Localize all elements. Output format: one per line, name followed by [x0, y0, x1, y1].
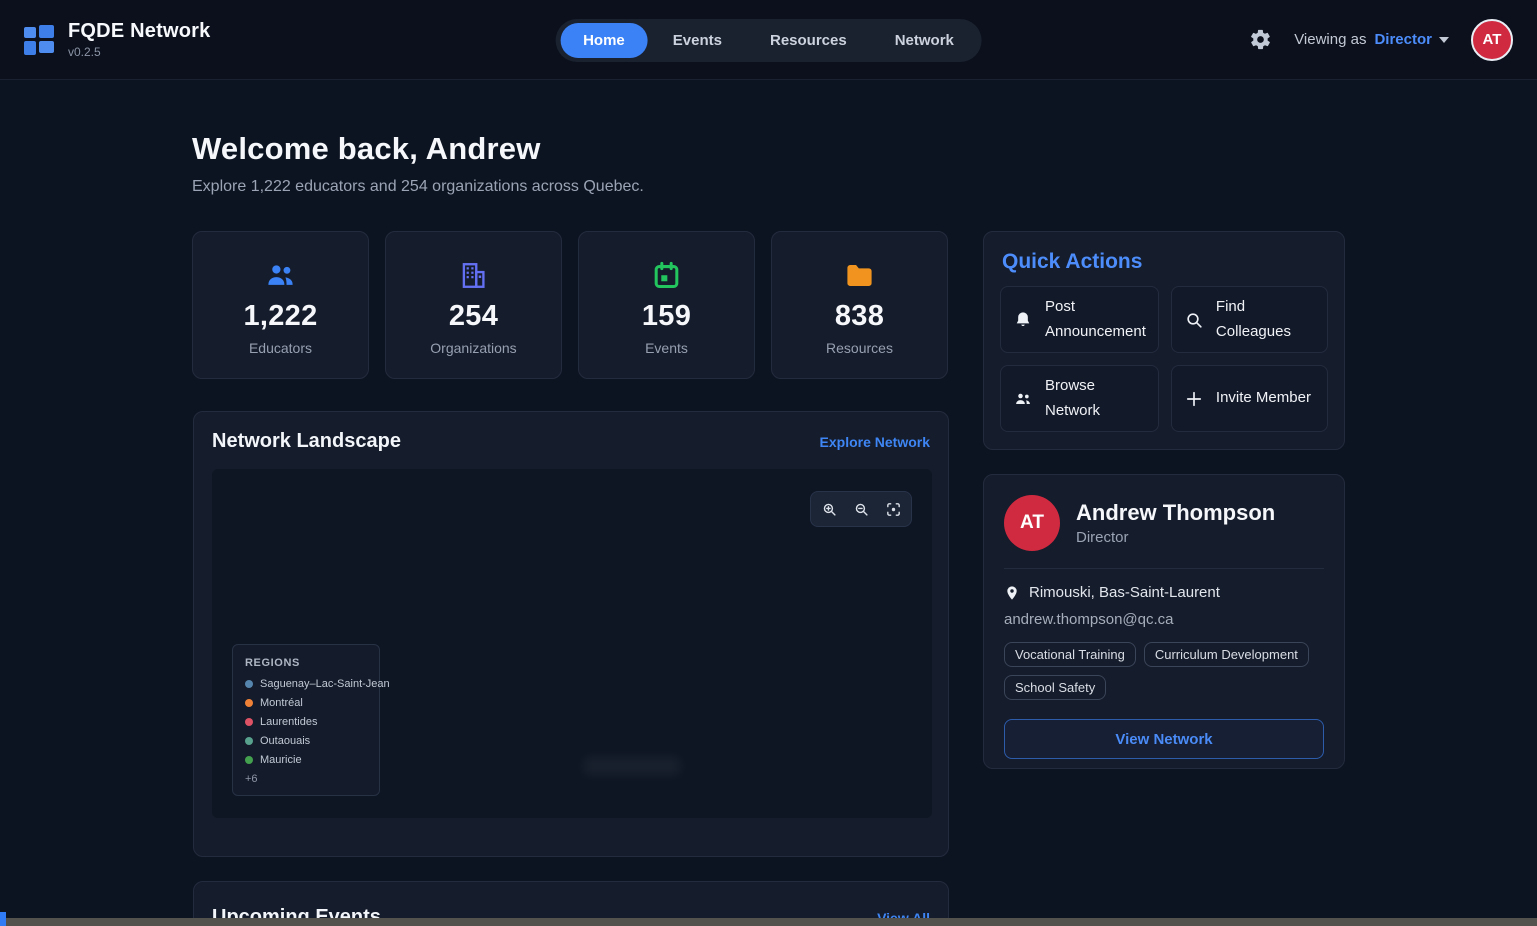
zoom-out-icon: [853, 501, 870, 518]
explore-network-link[interactable]: Explore Network: [819, 433, 930, 450]
stat-card-resources: 838 Resources: [771, 231, 948, 379]
brand: FQDE Network v0.2.5: [24, 20, 210, 59]
building-icon: [457, 259, 490, 293]
nav-tab-resources[interactable]: Resources: [747, 23, 870, 58]
search-icon: [1184, 310, 1204, 330]
stat-value: 1,222: [243, 299, 318, 332]
browse-network-button[interactable]: Browse Network: [1000, 365, 1159, 432]
quick-actions-card: Quick Actions Post Announcement Find: [983, 231, 1345, 450]
fit-view-button[interactable]: [878, 495, 908, 523]
people-icon: [1013, 389, 1033, 409]
stat-value: 838: [834, 299, 885, 332]
quick-actions-title: Quick Actions: [1002, 250, 1143, 273]
find-colleagues-button[interactable]: Find Colleagues: [1170, 286, 1328, 353]
people-icon: [264, 259, 297, 293]
quick-action-label: Find Colleagues: [1215, 297, 1291, 340]
legend-more: +6: [245, 773, 258, 785]
profile-tags: Vocational Training Curriculum Developme…: [1004, 642, 1324, 700]
viewing-as-label: Viewing as: [1294, 31, 1367, 48]
location-pin-icon: [1004, 585, 1020, 601]
view-network-button[interactable]: View Network: [1004, 719, 1324, 759]
network-landscape-header: Network Landscape Explore Network: [212, 430, 930, 453]
top-header: FQDE Network v0.2.5 Home Events Resource…: [0, 0, 1537, 80]
map-controls: [810, 491, 912, 527]
quick-action-label: Post Announcement: [1045, 297, 1146, 340]
network-landscape-card: Network Landscape Explore Network: [193, 411, 949, 857]
legend-item: Mauricie: [245, 754, 367, 766]
stat-value: 254: [448, 299, 499, 332]
profile-name: Andrew Thompson: [1076, 500, 1276, 525]
stat-card-educators: 1,222 Educators: [192, 231, 369, 379]
main-nav: Home Events Resources Network: [555, 19, 982, 62]
profile-header: AT Andrew Thompson Director: [1004, 495, 1324, 551]
profile-location: Rimouski, Bas-Saint-Laurent: [1029, 584, 1220, 601]
brand-text: FQDE Network v0.2.5: [68, 20, 210, 59]
network-map[interactable]: REGIONS Saguenay–Lac-Saint-Jean Montréal…: [212, 469, 932, 818]
quick-action-label: Browse Network: [1045, 376, 1101, 419]
legend-dot: [245, 756, 253, 764]
bell-icon: [1013, 310, 1033, 330]
legend-dot: [245, 718, 253, 726]
stat-label: Educators: [248, 339, 313, 356]
folder-icon: [843, 259, 876, 293]
horizontal-scrollbar-thumb[interactable]: [0, 912, 6, 926]
role-dropdown[interactable]: Director: [1374, 31, 1449, 48]
gear-icon: [1249, 28, 1272, 51]
app-title: FQDE Network: [68, 20, 211, 42]
stat-value: 159: [641, 299, 692, 332]
stat-card-events: 159 Events: [578, 231, 755, 379]
divider: [1004, 568, 1324, 569]
legend-item: Saguenay–Lac-Saint-Jean: [245, 678, 390, 690]
stat-label: Organizations: [430, 339, 517, 356]
profile-identity: Andrew Thompson Director: [1076, 500, 1275, 546]
map-faint-label: [584, 757, 680, 775]
plus-icon: [1184, 389, 1204, 409]
fit-view-icon: [885, 501, 902, 518]
legend-dot: [245, 737, 253, 745]
legend-dot: [245, 699, 253, 707]
viewing-as: Viewing as Director: [1294, 31, 1449, 48]
nav-tab-network[interactable]: Network: [872, 23, 977, 58]
app-logo-icon: [24, 24, 54, 55]
regions-legend: REGIONS Saguenay–Lac-Saint-Jean Montréal…: [232, 644, 390, 796]
legend-item: Outaouais: [245, 735, 367, 747]
legend-item: Laurentides: [245, 716, 367, 728]
nav-tab-events[interactable]: Events: [650, 23, 745, 58]
horizontal-scrollbar-track[interactable]: [0, 918, 1537, 926]
page-title: Welcome back, Andrew: [192, 131, 541, 166]
legend-title: REGIONS: [245, 657, 300, 669]
app-version: v0.2.5: [68, 45, 101, 59]
profile-email: andrew.thompson@qc.ca: [1004, 611, 1174, 628]
tag-pill: Curriculum Development: [1143, 642, 1309, 667]
stat-card-organizations: 254 Organizations: [385, 231, 562, 379]
legend-item: Montréal: [245, 697, 367, 709]
tag-pill: Vocational Training: [1004, 642, 1136, 667]
page-subtitle: Explore 1,222 educators and 254 organiza…: [192, 178, 644, 195]
zoom-out-button[interactable]: [846, 495, 876, 523]
tag-pill: School Safety: [1004, 675, 1107, 700]
calendar-icon: [650, 259, 683, 293]
role-dropdown-value: Director: [1374, 31, 1432, 48]
legend-dot: [245, 680, 253, 688]
invite-member-button[interactable]: Invite Member: [1170, 365, 1328, 432]
network-landscape-title: Network Landscape: [212, 430, 401, 452]
zoom-in-button[interactable]: [814, 495, 844, 523]
post-announcement-button[interactable]: Post Announcement: [1000, 286, 1159, 353]
nav-tab-home[interactable]: Home: [560, 23, 648, 58]
settings-button[interactable]: [1245, 24, 1276, 55]
stat-label: Events: [645, 339, 688, 356]
stats-row: 1,222 Educators 254 Organizations: [192, 231, 949, 379]
profile-card: AT Andrew Thompson Director Rimouski, Ba…: [983, 474, 1345, 769]
header-right: Viewing as Director AT: [1245, 18, 1513, 61]
profile-avatar: AT: [1004, 495, 1060, 551]
quick-action-label: Invite Member: [1215, 389, 1311, 407]
location-row: Rimouski, Bas-Saint-Laurent: [1004, 584, 1324, 601]
zoom-in-icon: [821, 501, 838, 518]
user-avatar[interactable]: AT: [1471, 18, 1513, 61]
profile-role: Director: [1076, 529, 1129, 546]
quick-actions-grid: Post Announcement Find Colleagues: [1000, 286, 1328, 432]
chevron-down-icon: [1439, 36, 1449, 43]
stat-label: Resources: [826, 339, 893, 356]
